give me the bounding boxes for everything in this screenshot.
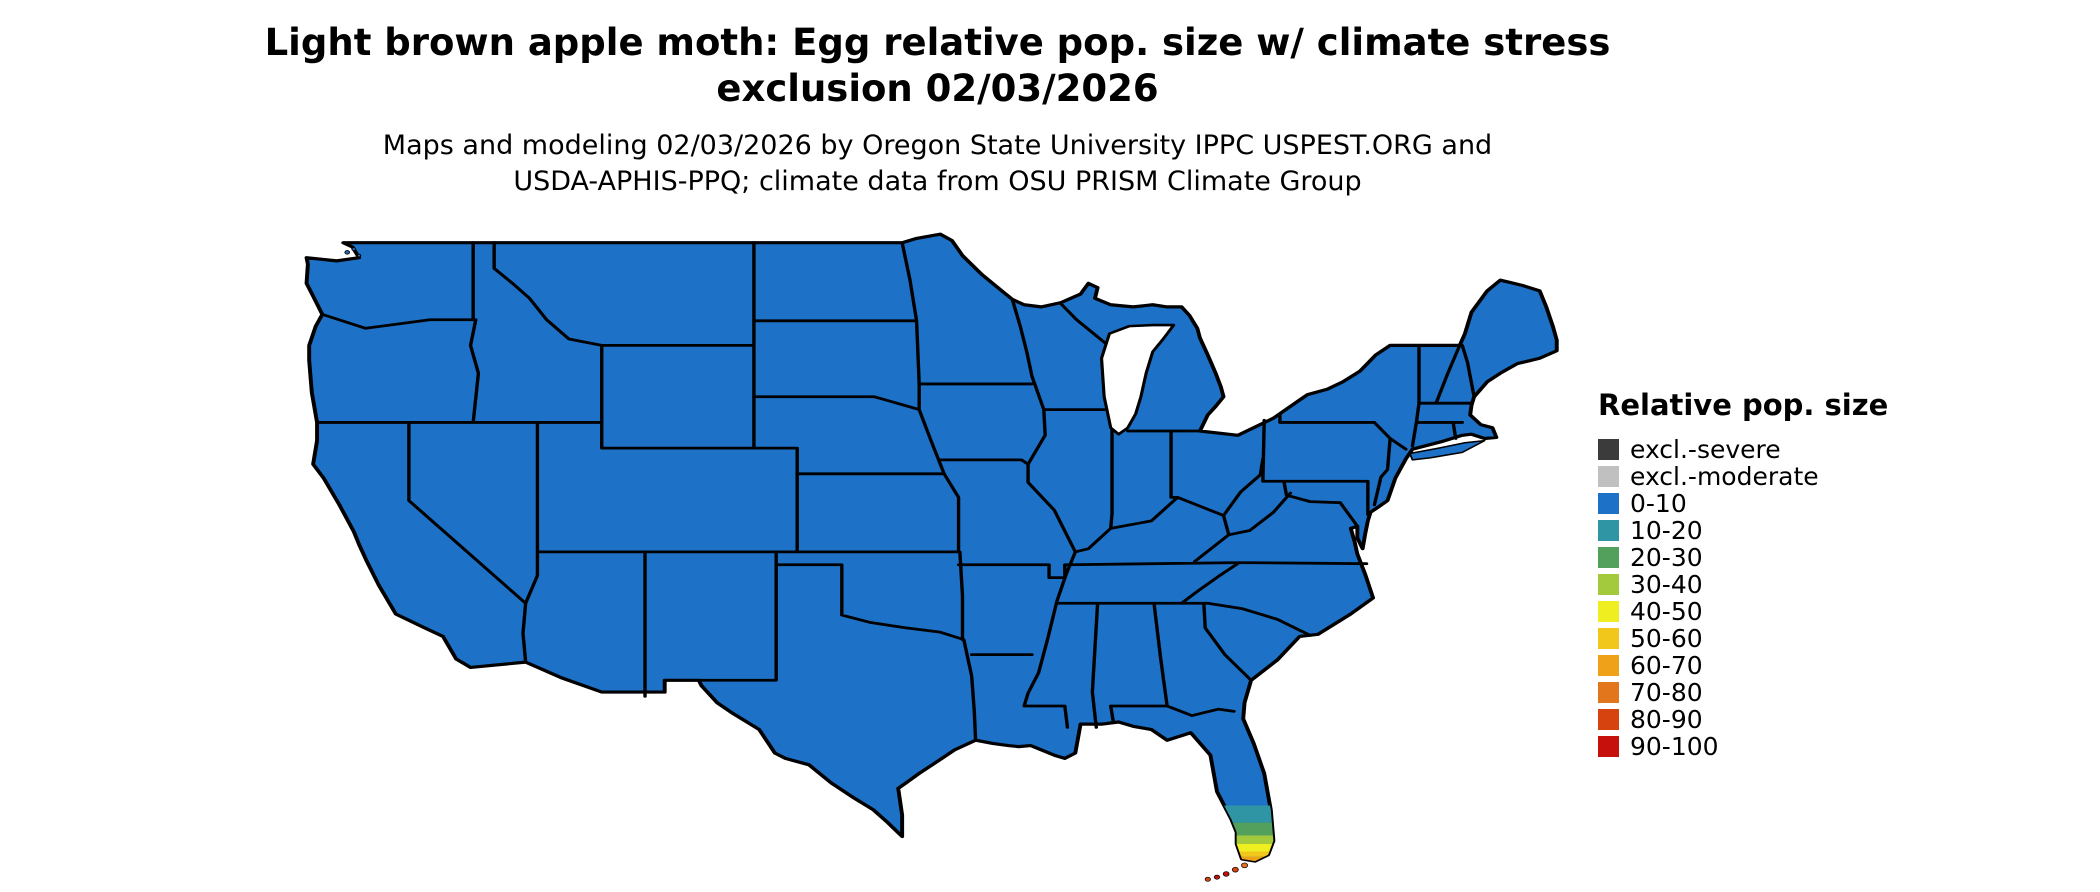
florida-band-10-20 (1223, 805, 1279, 823)
island-marker (351, 247, 357, 252)
legend-color-swatch (1598, 682, 1619, 703)
florida-hotspot-region (1223, 805, 1279, 862)
legend-color-swatch (1598, 493, 1619, 514)
legend-item: 60-70 (1598, 652, 1888, 679)
subtitle-line-2: USDA-APHIS-PPQ; climate data from OSU PR… (513, 166, 1362, 197)
legend-item: excl.-severe (1598, 436, 1888, 463)
florida-keys-marker (1241, 862, 1248, 869)
pacific-northwest-islands (344, 247, 362, 258)
legend-item: 10-20 (1598, 517, 1888, 544)
page-title: Light brown apple moth: Egg relative pop… (0, 20, 1875, 112)
legend-item-label: 40-50 (1630, 597, 1703, 626)
florida-keys-marker (1231, 866, 1239, 873)
long-island-region (1408, 439, 1486, 461)
title-line-2: exclusion 02/03/2026 (716, 67, 1159, 110)
legend-color-swatch (1598, 655, 1619, 676)
florida-band-30-40 (1223, 835, 1279, 844)
legend-item-label: excl.-moderate (1630, 462, 1819, 491)
legend-item: 0-10 (1598, 490, 1888, 517)
legend-color-swatch (1598, 736, 1619, 757)
legend: Relative pop. size excl.-severe excl.-mod… (1598, 388, 1888, 760)
florida-band-20-30 (1223, 822, 1279, 836)
legend-item-label: 60-70 (1630, 651, 1703, 680)
lake-michigan (1099, 323, 1176, 436)
legend-item: 40-50 (1598, 598, 1888, 625)
legend-title: Relative pop. size (1598, 388, 1889, 422)
legend-item-label: 10-20 (1630, 516, 1703, 545)
legend-color-swatch (1598, 547, 1619, 568)
header: Light brown apple moth: Egg relative pop… (0, 20, 1875, 200)
legend-color-swatch (1598, 601, 1619, 622)
legend-color-swatch (1598, 574, 1619, 595)
legend-items: excl.-severe excl.-moderate 0-10 10-20 20-30… (1598, 436, 1888, 760)
legend-item-label: excl.-severe (1630, 435, 1781, 464)
attribution-subtitle: Maps and modeling 02/03/2026 by Oregon S… (0, 128, 1875, 200)
legend-item-label: 30-40 (1630, 570, 1703, 599)
legend-color-swatch (1598, 520, 1619, 541)
florida-keys-markers (1204, 862, 1248, 882)
legend-item-label: 50-60 (1630, 624, 1703, 653)
legend-color-swatch (1598, 466, 1619, 487)
us-choropleth-map (304, 232, 1559, 882)
subtitle-line-1: Maps and modeling 02/03/2026 by Oregon S… (382, 130, 1493, 161)
florida-keys-marker (1213, 874, 1221, 880)
legend-item-label: 80-90 (1630, 705, 1703, 734)
legend-item: excl.-moderate (1598, 463, 1888, 490)
island-marker (344, 250, 350, 255)
state-borders (315, 241, 1476, 742)
legend-item: 30-40 (1598, 571, 1888, 598)
legend-item: 70-80 (1598, 679, 1888, 706)
legend-item-label: 70-80 (1630, 678, 1703, 707)
legend-item-label: 20-30 (1630, 543, 1703, 572)
legend-item-label: 90-100 (1630, 732, 1719, 761)
legend-item: 90-100 (1598, 733, 1888, 760)
legend-item: 20-30 (1598, 544, 1888, 571)
florida-keys-marker (1222, 871, 1230, 877)
legend-item: 80-90 (1598, 706, 1888, 733)
legend-color-swatch (1598, 439, 1619, 460)
legend-item-label: 0-10 (1630, 489, 1687, 518)
island-marker (356, 253, 362, 258)
florida-keys-marker (1204, 876, 1211, 882)
legend-item: 50-60 (1598, 625, 1888, 652)
us-mainland-region (304, 232, 1559, 864)
title-line-1: Light brown apple moth: Egg relative pop… (264, 21, 1611, 64)
legend-color-swatch (1598, 628, 1619, 649)
legend-color-swatch (1598, 709, 1619, 730)
